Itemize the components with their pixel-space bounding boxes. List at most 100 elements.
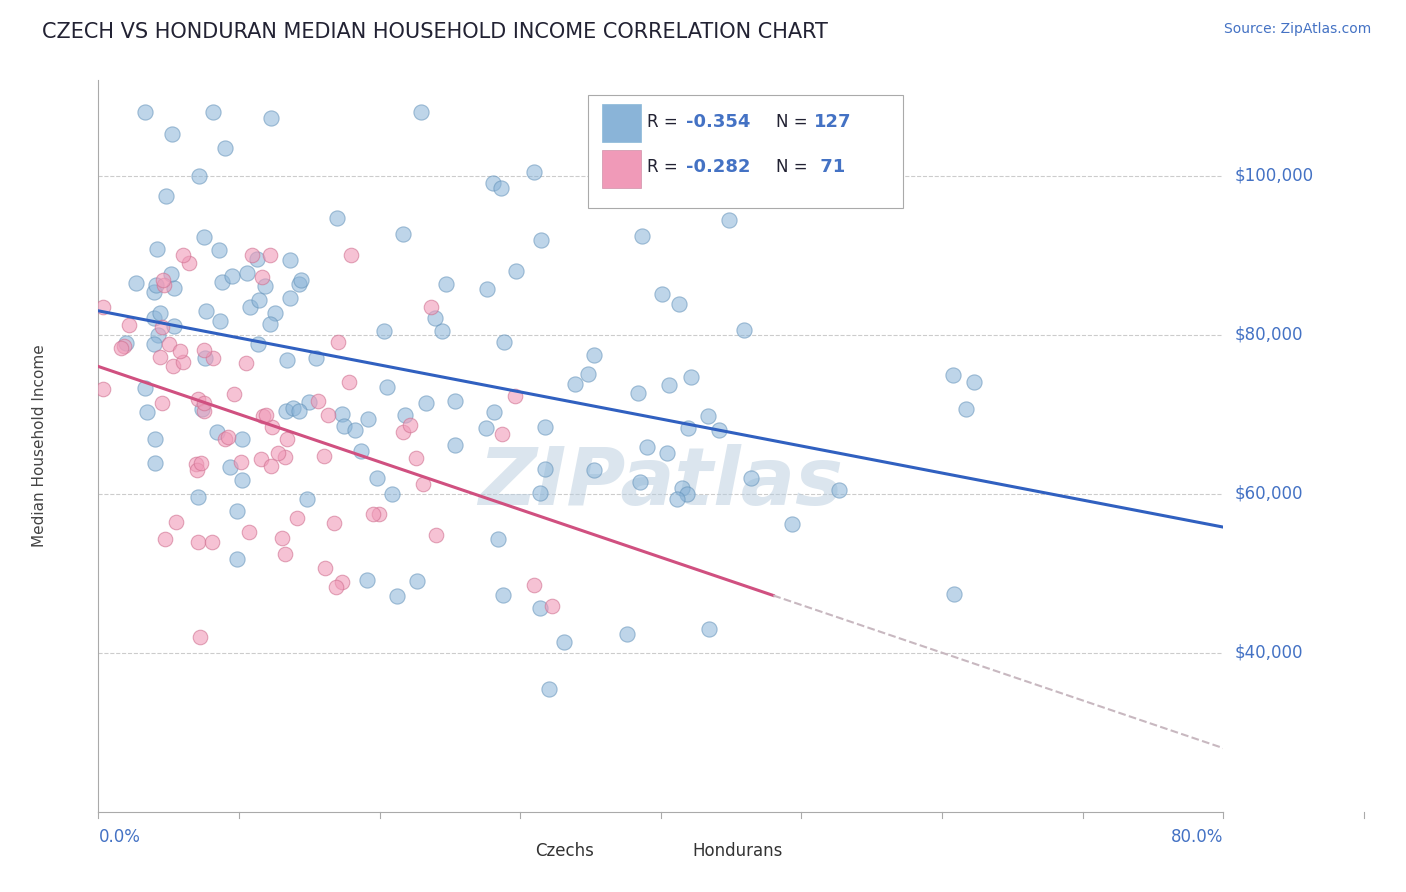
Point (150, 319, 173, 334)
Point (564, 377, 586, 392)
Point (195, 304, 218, 318)
Point (214, 141, 236, 155)
Point (290, 273, 312, 287)
Text: $60,000: $60,000 (1234, 484, 1303, 503)
Point (231, 473, 253, 487)
Point (340, 248, 363, 262)
Point (330, 407, 353, 421)
Point (190, 456, 212, 470)
Point (114, 336, 136, 351)
Point (733, 323, 755, 337)
Point (143, 456, 166, 470)
Point (420, 300, 443, 314)
Point (190, 630, 212, 644)
Point (423, 311, 446, 326)
Point (143, 432, 166, 446)
Point (202, 351, 225, 365)
Point (91, 382, 114, 396)
Point (134, 380, 156, 394)
Point (112, 339, 135, 353)
Point (780, 517, 803, 532)
Point (409, 105, 432, 120)
Point (740, 471, 762, 485)
Point (492, 335, 515, 350)
Point (238, 524, 260, 539)
Point (357, 412, 380, 426)
Point (218, 460, 240, 475)
Point (283, 401, 305, 415)
Point (165, 515, 187, 529)
Point (523, 577, 546, 591)
Point (208, 243, 231, 257)
Point (668, 296, 690, 310)
Point (412, 476, 434, 491)
Point (628, 475, 651, 489)
Point (187, 490, 209, 504)
Point (193, 230, 215, 244)
Point (188, 169, 211, 183)
Point (675, 487, 697, 501)
Point (322, 516, 344, 530)
Point (523, 164, 546, 178)
Point (326, 334, 349, 349)
Point (671, 481, 693, 495)
Point (231, 432, 253, 446)
Point (247, 337, 270, 351)
Point (491, 588, 513, 602)
Point (276, 404, 298, 418)
Point (963, 376, 986, 390)
Point (177, 255, 200, 269)
Point (153, 532, 176, 546)
Point (221, 268, 243, 283)
Point (162, 359, 184, 373)
Point (211, 275, 233, 289)
Point (676, 421, 699, 435)
Text: CZECH VS HONDURAN MEDIAN HOUSEHOLD INCOME CORRELATION CHART: CZECH VS HONDURAN MEDIAN HOUSEHOLD INCOM… (42, 22, 828, 42)
Point (430, 324, 453, 338)
Point (491, 427, 513, 442)
Point (193, 403, 215, 417)
Point (529, 601, 551, 615)
Text: N =: N = (776, 113, 813, 131)
Point (405, 574, 427, 589)
FancyBboxPatch shape (658, 843, 688, 863)
Point (142, 285, 165, 300)
Point (143, 310, 166, 325)
Point (222, 387, 245, 401)
Point (239, 301, 262, 315)
Point (264, 306, 287, 320)
Point (553, 635, 575, 649)
Point (254, 408, 277, 422)
Point (235, 356, 257, 370)
Point (942, 368, 965, 382)
Point (366, 471, 388, 485)
Point (246, 252, 269, 267)
Point (475, 421, 498, 435)
Point (534, 462, 557, 476)
FancyBboxPatch shape (602, 150, 641, 188)
FancyBboxPatch shape (602, 104, 641, 143)
Point (186, 535, 208, 549)
Point (172, 355, 194, 369)
Point (276, 352, 298, 367)
Point (576, 367, 599, 381)
Text: R =: R = (647, 158, 683, 177)
Point (381, 487, 404, 501)
Point (202, 105, 225, 120)
Text: Source: ZipAtlas.com: Source: ZipAtlas.com (1223, 22, 1371, 37)
Point (385, 589, 408, 603)
Point (146, 242, 169, 256)
Text: $100,000: $100,000 (1234, 167, 1313, 185)
Point (225, 503, 247, 517)
Text: Hondurans: Hondurans (692, 842, 783, 860)
Point (162, 318, 184, 333)
Point (377, 380, 399, 394)
Point (190, 402, 212, 417)
Point (278, 291, 301, 305)
Point (229, 455, 252, 469)
Point (276, 432, 298, 446)
Point (482, 405, 505, 419)
Point (482, 176, 505, 190)
Text: -0.354: -0.354 (686, 113, 749, 131)
Point (942, 587, 965, 601)
